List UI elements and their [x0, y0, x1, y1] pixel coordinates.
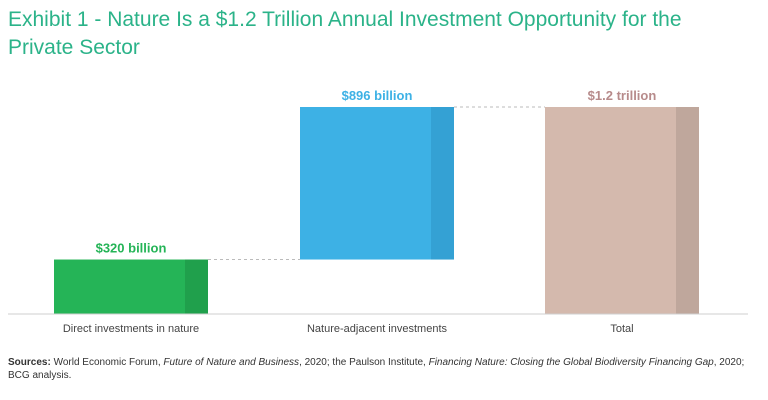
- data-label-direct: $320 billion: [96, 241, 167, 256]
- bars-group: [54, 107, 699, 314]
- x-tick-label-adjacent: Nature-adjacent investments: [307, 323, 448, 335]
- sources-label: Sources:: [8, 357, 51, 368]
- data-label-adjacent: $896 billion: [342, 88, 413, 103]
- x-tick-label-direct: Direct investments in nature: [63, 323, 199, 335]
- bar-shade-total: [676, 107, 699, 314]
- data-labels-group: $320 billion $896 billion $1.2 trillion: [96, 88, 657, 256]
- sources-text-2: , 2020; the Paulson Institute,: [299, 357, 429, 368]
- sources-text-1: World Economic Forum,: [50, 357, 164, 368]
- chart-title: Exhibit 1 - Nature Is a $1.2 Trillion An…: [8, 8, 682, 59]
- data-label-total: $1.2 trillion: [588, 88, 657, 103]
- sources-title-2: Financing Nature: Closing the Global Bio…: [428, 357, 714, 368]
- sources-note: Sources: World Economic Forum, Future of…: [8, 356, 758, 382]
- x-tick-label-total: Total: [610, 323, 633, 335]
- bar-shade-adjacent: [431, 107, 454, 260]
- bar-total: [545, 107, 699, 314]
- bar-shade-direct: [185, 259, 208, 314]
- bar-direct: [54, 259, 208, 314]
- x-tick-labels-group: Direct investments in nature Nature-adjac…: [63, 323, 634, 335]
- sources-title-1: Future of Nature and Business: [163, 357, 300, 368]
- bar-adjacent: [300, 107, 454, 260]
- waterfall-chart: $320 billion $896 billion $1.2 trillion Di…: [8, 88, 748, 335]
- sources-text-3: , 2020; BCG analysis.: [8, 357, 745, 381]
